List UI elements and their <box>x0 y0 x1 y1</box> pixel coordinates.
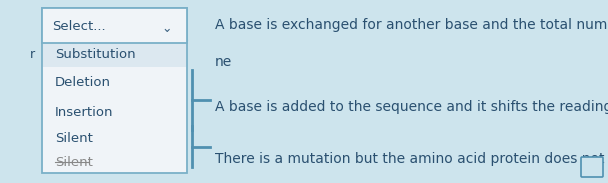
Text: Insertion: Insertion <box>55 106 114 119</box>
Text: Deletion: Deletion <box>55 76 111 89</box>
FancyBboxPatch shape <box>42 8 187 173</box>
Text: ne: ne <box>215 55 232 69</box>
FancyBboxPatch shape <box>42 8 187 43</box>
Text: A base is exchanged for another base and the total number of bases: A base is exchanged for another base and… <box>215 18 608 32</box>
Text: A base is added to the sequence and it shifts the reading frame: A base is added to the sequence and it s… <box>215 100 608 114</box>
Text: ⌄: ⌄ <box>162 22 172 35</box>
Text: Select...: Select... <box>52 20 106 33</box>
FancyBboxPatch shape <box>43 42 186 67</box>
Text: Substitution: Substitution <box>55 48 136 61</box>
Text: There is a mutation but the amino acid protein does not change: There is a mutation but the amino acid p… <box>215 152 608 166</box>
FancyBboxPatch shape <box>581 157 603 177</box>
Text: Silent: Silent <box>55 156 93 169</box>
Text: r: r <box>30 48 35 61</box>
Text: Silent: Silent <box>55 132 93 145</box>
